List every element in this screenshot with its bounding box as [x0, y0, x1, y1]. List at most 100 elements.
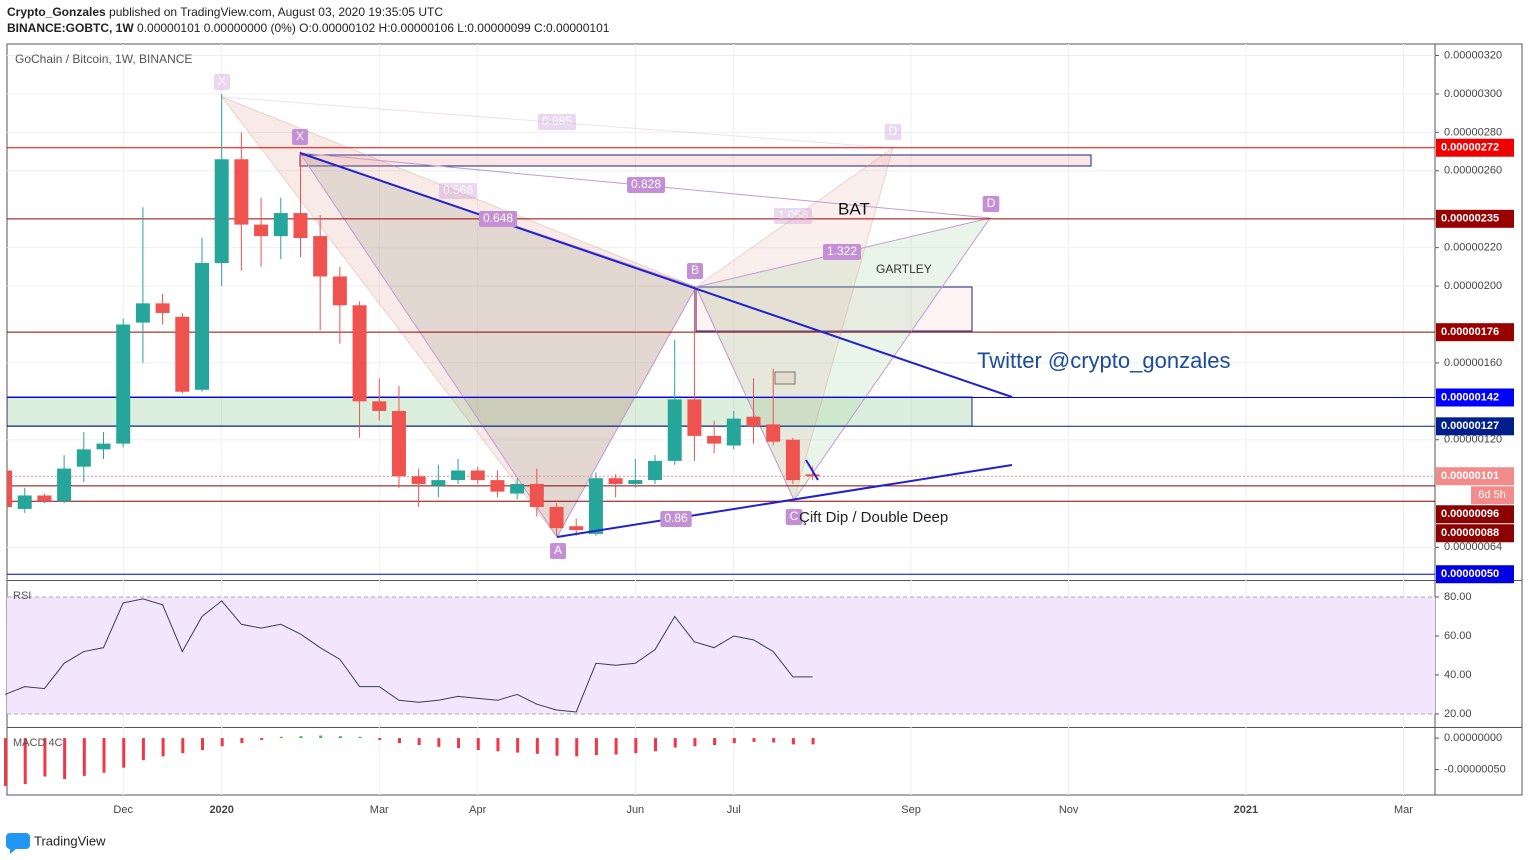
pattern-label: B: [686, 263, 704, 279]
macd-bar: [299, 736, 303, 739]
candle-body: [135, 303, 150, 323]
y-tick-label: 0.00000280: [1444, 126, 1502, 138]
price-tag-label: 0.00000050: [1441, 568, 1499, 580]
candle-body: [569, 526, 584, 531]
pattern-label-text: 1.056: [778, 208, 808, 222]
macd-bar: [457, 738, 461, 749]
macd-bar: [791, 738, 795, 745]
pattern-label: 0.86: [660, 511, 692, 527]
pattern-label-bg: [660, 511, 692, 527]
candle-body: [529, 483, 544, 507]
drawings-front: [299, 152, 1013, 538]
y-tick-label: -0.00000050: [1444, 764, 1506, 776]
macd-bar: [240, 738, 244, 744]
macd-bar: [654, 738, 658, 752]
x-tick-label: Sep: [901, 804, 921, 816]
gartley-label: GARTLEY: [876, 262, 932, 276]
pattern-label-bg: [822, 244, 862, 260]
price-tag-label: 0.00000235: [1441, 213, 1499, 225]
price-tag-label: 0.00000142: [1441, 391, 1499, 403]
pattern-label: 0.648: [478, 211, 518, 227]
macd-bar: [102, 738, 106, 773]
x-tick-label: 2020: [209, 804, 233, 816]
pattern-label-bg: [982, 196, 1000, 212]
pattern-label-bg: [785, 509, 803, 525]
symbol: BINANCE:GOBTC, 1W: [7, 21, 134, 35]
price-tag: [1436, 524, 1514, 543]
macd-bar: [43, 738, 47, 777]
price-tag: [1436, 505, 1514, 524]
candle-body: [667, 399, 682, 461]
candle-body: [293, 213, 308, 239]
macd-bar: [358, 736, 362, 739]
pattern-label-text: X: [218, 74, 226, 88]
x-tick-label: Dec: [113, 804, 133, 816]
candle-body: [766, 424, 781, 442]
candle-body: [175, 316, 190, 392]
y-tick-label: 40.00: [1444, 669, 1472, 681]
publisher: Crypto_Gonzales: [7, 5, 106, 19]
candle-body: [155, 303, 170, 313]
pattern-label: A: [549, 543, 567, 559]
macd-bar: [673, 738, 677, 748]
countdown: 6d 5h: [1478, 489, 1506, 501]
candle-body: [37, 495, 52, 502]
pattern-label-bg: [537, 114, 577, 130]
candle-body: [7, 470, 13, 507]
macd-bar: [496, 738, 500, 752]
macd-bar: [279, 736, 283, 739]
pattern-label-text: 0.885: [542, 114, 572, 128]
candle-body: [805, 474, 820, 477]
pattern-label-bg: [549, 543, 567, 559]
macd-bar: [200, 738, 204, 751]
x-tick-label: Mar: [1394, 804, 1413, 816]
bat-xd: [221, 96, 894, 149]
macd-bar: [594, 738, 598, 756]
twitter-label: Twitter @crypto_gonzales: [977, 348, 1230, 373]
pattern-label: D: [884, 124, 902, 140]
pattern-label-text: 0.566: [443, 183, 473, 197]
macd-bar: [535, 738, 539, 754]
header-line-2: BINANCE:GOBTC, 1W 0.00000101 0.00000000 …: [7, 21, 610, 35]
candle-body: [648, 460, 663, 481]
plot: [4, 93, 1435, 786]
logo-icon: [6, 833, 30, 854]
candle-body: [470, 470, 485, 481]
macd-bar: [732, 738, 736, 744]
price-tag: [1436, 388, 1514, 407]
candle-body: [549, 506, 564, 529]
price-tag: [1436, 209, 1514, 228]
pattern-label: 0.828: [626, 177, 666, 193]
published: published on TradingView.com, August 03,…: [109, 5, 443, 19]
macd-bar: [693, 738, 697, 747]
small-zone: [774, 371, 796, 385]
panel-title: MACD 4C: [13, 737, 63, 749]
pattern-label-bg: [213, 74, 231, 90]
rsi-band: [7, 596, 1435, 714]
candle-body: [431, 480, 446, 486]
macd-bar: [260, 738, 264, 740]
macd-bar: [437, 738, 441, 747]
price-tag-label: 0.00000127: [1441, 420, 1499, 432]
rsi-line: [4, 598, 813, 713]
macd-bar: [23, 738, 27, 785]
x-tick-label: Nov: [1059, 804, 1079, 816]
macd-bar: [319, 735, 323, 739]
drawings-back: [7, 95, 1092, 538]
candle-body: [510, 483, 525, 494]
macd-bar: [63, 738, 67, 780]
projection: [805, 459, 819, 481]
candle-body: [628, 480, 643, 484]
pattern-label-text: 0.86: [664, 511, 688, 525]
macd-bar: [516, 738, 520, 753]
y-tick-label: 0.00000200: [1444, 280, 1502, 292]
candle-body: [96, 443, 111, 450]
countdown-tag: [1471, 486, 1514, 505]
candle-body: [234, 159, 249, 225]
pattern-label-bg: [478, 211, 518, 227]
price-tag-label: 0.00000176: [1441, 326, 1499, 338]
y-tick-label: 0.00000220: [1444, 242, 1502, 254]
macd-bar: [811, 738, 815, 745]
pattern-label: X: [213, 74, 231, 90]
pattern-label-text: A: [554, 543, 562, 557]
